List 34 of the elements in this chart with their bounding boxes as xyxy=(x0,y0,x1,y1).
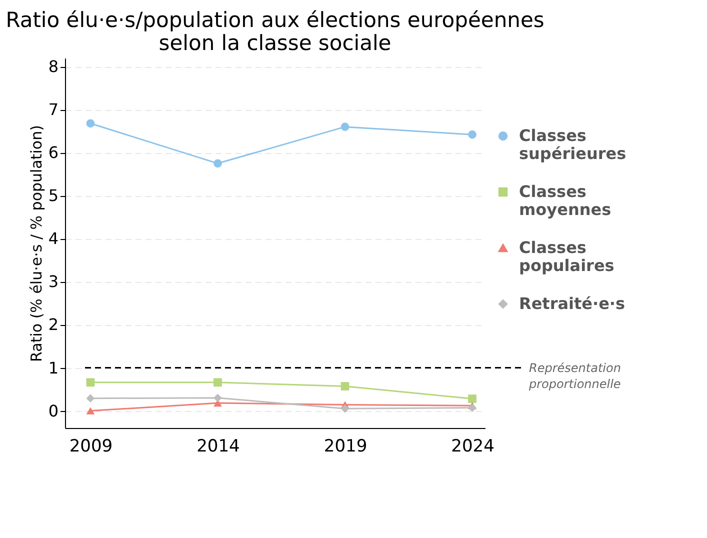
y-tick-label: 4 xyxy=(48,229,58,248)
point xyxy=(340,404,350,413)
point xyxy=(86,378,95,387)
y-tick-label: 7 xyxy=(48,100,58,120)
point xyxy=(340,382,350,390)
y-tick-label: 3 xyxy=(48,272,58,292)
point xyxy=(86,394,95,402)
x-tick-label: 2014 xyxy=(196,436,240,456)
y-tick-label: 5 xyxy=(48,186,58,206)
y-tick-label: 0 xyxy=(48,401,58,420)
point xyxy=(214,378,222,387)
y-tick-label: 1 xyxy=(48,358,58,378)
y-tick-label: 2 xyxy=(48,315,58,334)
point xyxy=(340,122,350,132)
text: Ratio élu·e·s/population aux élections européennes xyxy=(6,8,544,32)
point xyxy=(86,119,95,128)
y-axis-title: Ratio (% élu·e·s / % population) xyxy=(27,125,46,362)
legend-label: Classes supérieures xyxy=(519,126,626,163)
x-tick-label: 2024 xyxy=(451,436,494,456)
y-tick-label: 8 xyxy=(48,57,58,76)
point xyxy=(468,130,476,139)
ref-line-label: Représentation proportionnelle xyxy=(528,360,621,391)
point xyxy=(214,159,222,168)
text: selon la classe sociale xyxy=(158,31,392,55)
legend-label: Classes moyennes xyxy=(519,182,612,219)
point xyxy=(214,394,222,402)
y-tick-label: 6 xyxy=(48,143,58,162)
x-tick-label: 2019 xyxy=(324,436,368,456)
x-tick-label: 2009 xyxy=(69,436,113,456)
point xyxy=(468,404,476,412)
point xyxy=(468,394,476,403)
legend-label: Retraité·e·s xyxy=(519,294,626,313)
legend-label: Classes populaires xyxy=(519,238,614,275)
point xyxy=(86,407,95,414)
